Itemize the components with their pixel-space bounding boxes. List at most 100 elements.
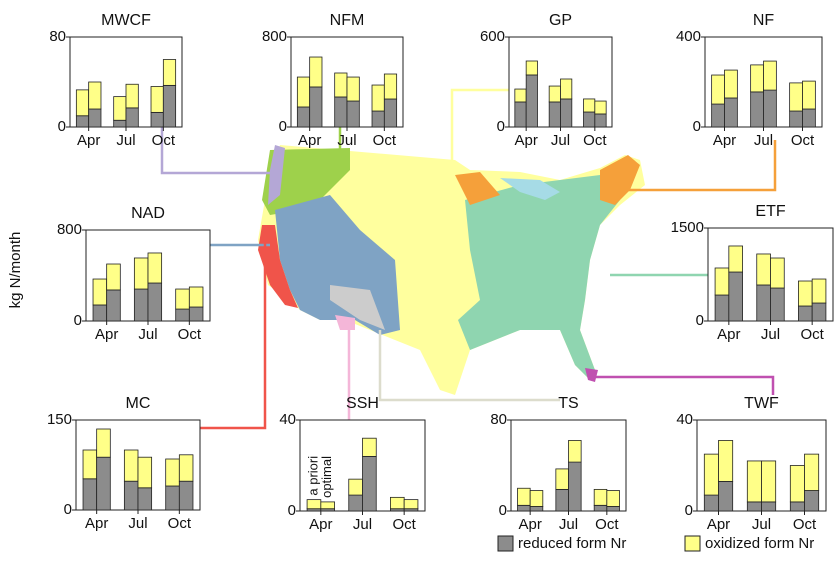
x-tick-label: Jul [752,516,771,533]
legend-label: oxidized form Nr [705,535,814,552]
bar-reduced [348,494,363,512]
bar-reduced [756,284,771,322]
bar-oxidized [162,59,177,86]
panel-title: SSH [346,395,379,412]
bar-reduced [296,106,311,128]
bar-oxidized [92,278,108,306]
x-tick-label: Oct [791,132,815,149]
x-tick-label: Apr [77,132,100,149]
y-tick-label: 0 [64,501,72,518]
bar-reduced [150,111,164,128]
bar-oxidized [137,456,153,489]
bar-oxidized [75,89,90,117]
x-tick-label: Oct [800,326,824,343]
bar-reduced [568,461,582,512]
bar-reduced [548,101,561,128]
bar-oxidized [525,60,538,76]
bar-reduced [804,490,820,512]
bar-oxidized [548,85,561,103]
legend-swatch [684,535,701,552]
y-tick-label: 0 [279,118,287,135]
connector [450,88,509,165]
bar-oxidized [529,490,544,507]
bar-oxidized [583,98,596,113]
bar-reduced [703,494,719,512]
bar-reduced [529,506,544,512]
bar-oxidized [125,83,139,109]
bar-reduced [162,84,177,128]
x-tick-label: Oct [793,516,817,533]
bar-label: optimal [319,456,334,498]
bar-reduced [82,478,98,511]
bar-reduced [724,97,738,128]
x-tick-label: Oct [178,326,202,343]
bar-reduced [75,115,90,128]
bar-oxidized [711,74,725,105]
bar-oxidized [348,478,363,496]
y-tick-label: 0 [497,118,505,135]
bar-reduced [362,455,377,512]
x-tick-label: Apr [309,516,332,533]
bar-reduced [728,271,743,322]
bar-oxidized [188,286,204,308]
x-tick-label: Oct [373,132,397,149]
y-tick-label: 0 [685,502,693,519]
bar-oxidized [798,280,813,307]
bar-reduced [113,119,127,128]
y-tick-label: 40 [279,411,296,428]
x-tick-label: Jul [761,326,780,343]
panel-title: TS [558,395,578,412]
bar-reduced [125,107,139,128]
bar-oxidized [756,253,771,286]
bar-oxidized [147,252,163,284]
x-tick-label: Apr [707,516,730,533]
bar-oxidized [763,60,777,91]
bar-oxidized [96,428,111,458]
y-axis-label: kg N/month [7,232,24,309]
bar-oxidized [106,263,121,291]
bar-oxidized [346,76,360,102]
x-tick-label: Oct [392,516,416,533]
bar-reduced [188,306,204,322]
bar-oxidized [750,64,764,93]
bar-oxidized [383,73,398,100]
bar-reduced [770,287,785,322]
bar-oxidized [555,468,569,490]
region-etf [458,175,620,380]
bar-reduced [334,96,348,128]
bar-oxidized [133,257,149,290]
region-ssh [335,315,355,330]
y-tick-label: 800 [57,221,82,238]
panel-title: TWF [744,395,779,412]
bar-reduced [583,111,596,128]
bar-reduced [371,110,385,128]
bar-reduced [92,304,108,322]
bar-oxidized [123,449,139,482]
bar-oxidized [150,86,164,113]
bar-oxidized [804,453,820,491]
x-tick-label: Jul [116,132,135,149]
x-tick-label: Apr [717,326,740,343]
bar-reduced [789,501,805,512]
y-tick-label: 0 [288,502,296,519]
bar-reduced [555,488,569,512]
y-tick-label: 0 [696,312,704,329]
bar-reduced [811,302,827,322]
y-tick-label: 0 [693,118,701,135]
bar-oxidized [789,82,803,112]
region-nf [455,172,500,205]
bar-reduced [517,504,531,512]
connector [200,240,267,430]
x-tick-label: Apr [514,132,537,149]
x-tick-label: Oct [583,132,607,149]
bar-reduced [746,501,762,512]
bar-oxidized [746,460,762,503]
bar-oxidized [594,100,607,115]
bar-reduced [123,480,139,511]
y-tick-label: 150 [47,411,72,428]
region-nfm [262,148,350,215]
x-tick-label: Jul [353,516,372,533]
bar-reduced [175,308,190,322]
bar-reduced [714,294,730,322]
bar-reduced [147,282,163,322]
